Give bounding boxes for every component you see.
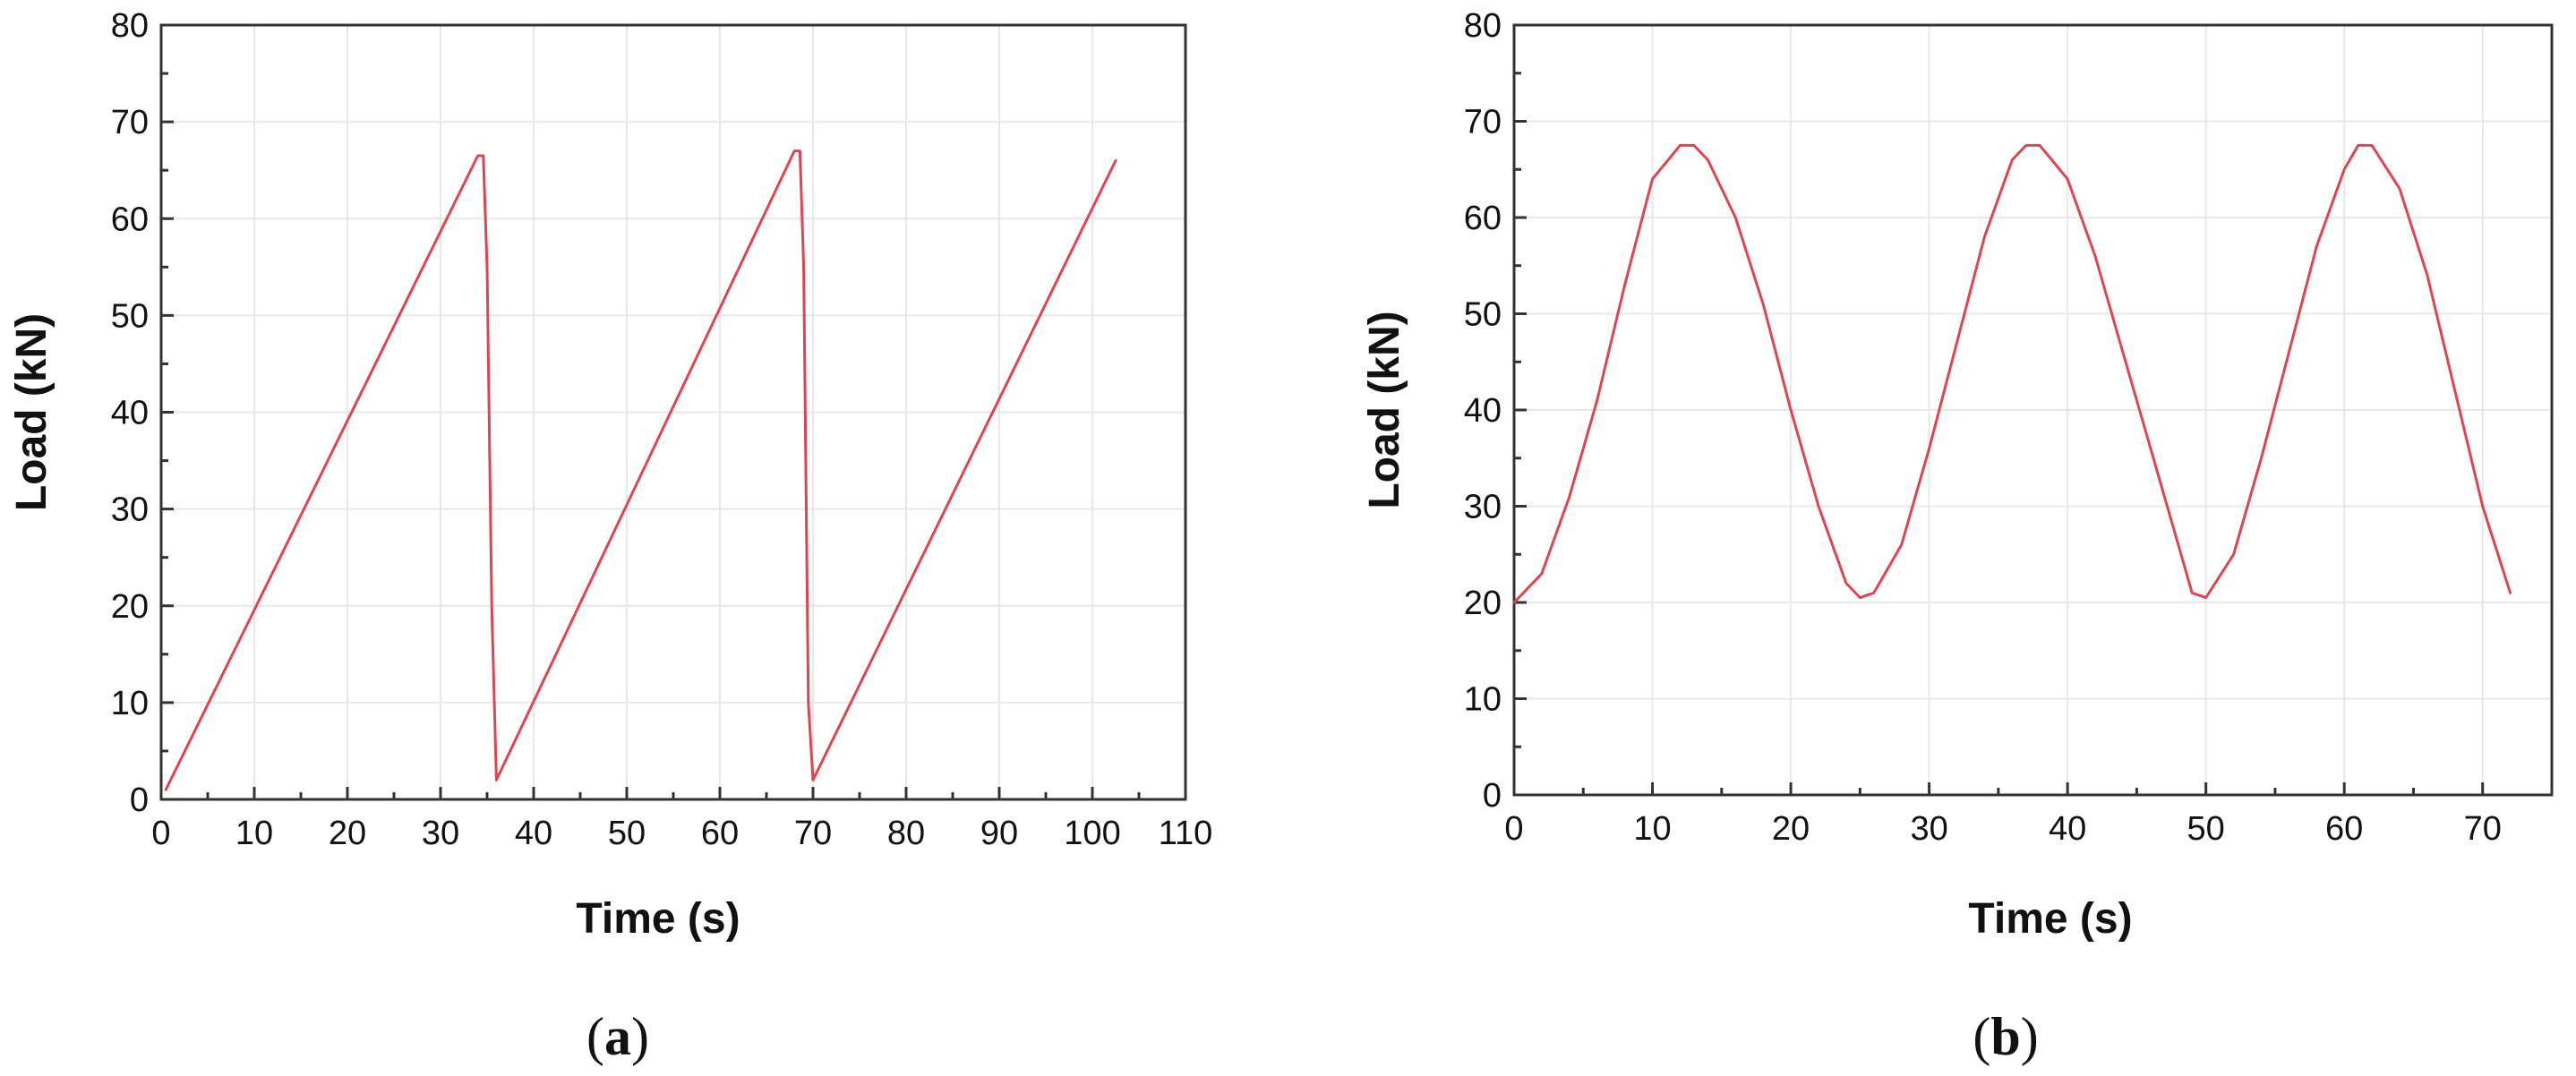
y-tick-label: 50 (111, 297, 149, 335)
y-tick-label: 20 (111, 588, 149, 626)
x-tick-label: 80 (887, 815, 925, 852)
panel-label: (a) (586, 1007, 649, 1066)
x-tick-label: 60 (2325, 810, 2363, 848)
x-tick-label: 70 (2464, 810, 2502, 848)
x-tick-label: 60 (701, 815, 739, 852)
x-tick-label: 40 (515, 815, 552, 852)
x-tick-label: 20 (1772, 810, 1810, 848)
y-tick-label: 60 (1464, 200, 1502, 237)
y-tick-label: 60 (111, 201, 149, 238)
y-tick-label: 0 (130, 781, 149, 819)
chart-panel-a: 0 10 20 30 40 50 60 70 80 90 100 110 0 10 20 30 40 50 60 70… (8, 7, 1212, 1066)
x-tick-label: 40 (2049, 810, 2086, 848)
x-tick-label: 50 (608, 815, 646, 852)
y-tick-label: 70 (111, 104, 149, 141)
y-tick-label: 30 (1464, 489, 1502, 526)
x-tick-label: 30 (422, 815, 459, 852)
x-tick-label: 0 (151, 815, 170, 852)
grid (161, 24, 1186, 799)
grid (1514, 24, 2552, 795)
y-tick-label: 40 (111, 395, 149, 432)
x-tick-label: 110 (1159, 815, 1213, 852)
series-line-0 (164, 149, 1117, 791)
x-tick-label: 20 (329, 815, 366, 852)
x-tick-label: 10 (1633, 810, 1671, 848)
y-axis-title: Load (kN) (8, 313, 56, 511)
x-axis-title: Time (s) (576, 895, 740, 943)
y-tick-label: 0 (1483, 777, 1502, 815)
x-axis-title: Time (s) (1968, 895, 2132, 943)
y-tick-label: 70 (1464, 104, 1502, 141)
x-tick-label: 10 (235, 815, 273, 852)
y-axis-title: Load (kN) (1361, 311, 1408, 508)
y-tick-label: 80 (111, 7, 149, 45)
x-tick-label: 90 (980, 815, 1018, 852)
x-tick-label: 70 (794, 815, 832, 852)
series-line-0 (1512, 143, 2512, 604)
x-tick-label: 30 (1910, 810, 1947, 848)
y-tick-label: 80 (1464, 7, 1502, 45)
y-tick-label: 20 (1464, 585, 1502, 622)
y-tick-label: 10 (1464, 681, 1502, 719)
y-tick-label: 40 (1464, 392, 1502, 430)
x-tick-label: 0 (1504, 810, 1523, 848)
x-tick-label: 100 (1064, 815, 1120, 852)
x-tick-label: 50 (2187, 810, 2225, 848)
y-tick-label: 30 (111, 491, 149, 529)
chart-panel-b: 0 10 20 30 40 50 60 70 0 10 20 30 40 50 60 70 80 Time (s)… (1361, 7, 2554, 1066)
panel-label: (b) (1973, 1007, 2038, 1066)
y-tick-label: 50 (1464, 296, 1502, 334)
y-tick-label: 10 (111, 685, 149, 722)
